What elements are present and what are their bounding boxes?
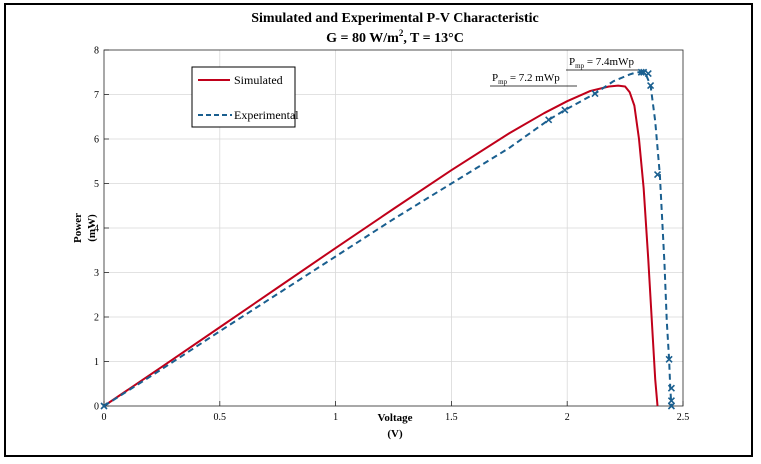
experimental-marker bbox=[653, 171, 662, 179]
experimental-marker bbox=[667, 397, 675, 405]
experimental-marker bbox=[561, 106, 569, 114]
y-tick-label: 1 bbox=[94, 357, 99, 368]
x-tick-label: 2 bbox=[565, 412, 570, 423]
y-axis-label-line2: (mW) bbox=[86, 214, 98, 242]
y-tick-label: 8 bbox=[94, 46, 99, 57]
annotation-2-main: P bbox=[569, 56, 575, 68]
chart-title-line2-sup: 2 bbox=[399, 28, 404, 38]
experimental-markers bbox=[100, 68, 675, 410]
chart-frame bbox=[4, 3, 753, 457]
x-axis-label-line2: (V) bbox=[387, 428, 403, 440]
chart-title-line2-rest: , T = 13°C bbox=[403, 31, 464, 46]
x-axis-label-line1: Voltage bbox=[377, 412, 412, 424]
grid-lines bbox=[104, 50, 683, 406]
y-tick-label: 7 bbox=[94, 90, 99, 101]
experimental-marker bbox=[667, 402, 675, 410]
y-tick-label: 4 bbox=[94, 224, 99, 235]
y-tick-label: 3 bbox=[94, 268, 99, 279]
experimental-marker bbox=[667, 384, 675, 392]
annotation-2-rest: = 7.4mWp bbox=[584, 56, 634, 68]
x-tick-label: 0 bbox=[102, 412, 107, 423]
chart-title-line2: G = 80 W/m2, T = 13°C bbox=[326, 28, 464, 46]
experimental-marker bbox=[647, 82, 655, 90]
experimental-marker bbox=[644, 70, 652, 78]
annotation-simulated-mpp: Pmp = 7.2 mWp bbox=[490, 72, 577, 87]
experimental-series-line bbox=[103, 71, 673, 407]
x-tick-label: 2.5 bbox=[677, 412, 690, 423]
annotation-experimental-mpp: Pmp = 7.4mWp bbox=[566, 56, 638, 71]
annotation-1-rest: = 7.2 mWp bbox=[507, 72, 560, 84]
experimental-marker bbox=[545, 116, 553, 124]
x-tick-label: 1.5 bbox=[445, 412, 458, 423]
chart-title-line2-main: G = 80 W/m bbox=[326, 31, 399, 46]
annotation-1-sub: mp bbox=[498, 78, 507, 86]
x-tick-label: 0.5 bbox=[214, 412, 227, 423]
experimental-marker bbox=[591, 90, 599, 98]
chart-title-line1: Simulated and Experimental P-V Character… bbox=[251, 11, 539, 26]
svg-text:Pmp = 7.4mWp: Pmp = 7.4mWp bbox=[569, 56, 634, 70]
annotation-1-main: P bbox=[492, 72, 498, 84]
experimental-marker bbox=[637, 68, 645, 76]
annotation-2-sub: mp bbox=[575, 62, 584, 70]
y-tick-label: 2 bbox=[94, 313, 99, 324]
y-tick-label: 5 bbox=[94, 179, 99, 190]
legend-box bbox=[191, 66, 296, 128]
y-tick-label: 0 bbox=[94, 402, 99, 413]
y-tick-label: 6 bbox=[94, 135, 99, 146]
experimental-marker bbox=[100, 402, 108, 410]
legend: Simulated Experimental bbox=[191, 66, 299, 128]
legend-experimental-label: Experimental bbox=[234, 108, 299, 122]
svg-text:Pmp = 7.2 mWp: Pmp = 7.2 mWp bbox=[492, 72, 560, 86]
series-group bbox=[103, 71, 673, 407]
x-tick-label: 1 bbox=[333, 412, 338, 423]
simulated-series-line bbox=[103, 84, 659, 407]
experimental-marker bbox=[665, 355, 673, 363]
axis-ticks: 0 0.5 1 1.5 2 2.5 0 1 2 3 4 5 6 7 8 bbox=[94, 46, 689, 424]
y-axis-label-line1: Power bbox=[72, 213, 84, 243]
legend-simulated-label: Simulated bbox=[234, 73, 283, 87]
